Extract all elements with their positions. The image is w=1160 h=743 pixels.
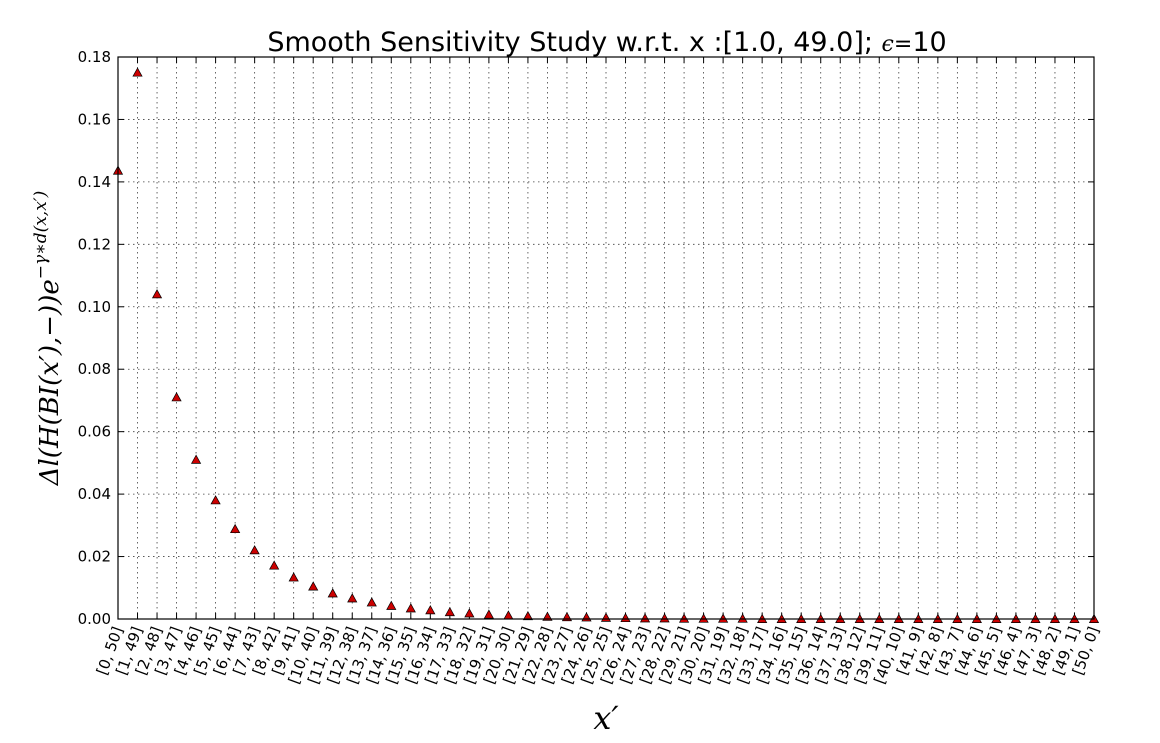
y-tick-label: 0.08 — [78, 360, 111, 378]
data-point — [308, 581, 319, 591]
data-point — [405, 603, 416, 613]
data-point — [678, 613, 690, 623]
data-point — [600, 612, 612, 622]
data-point — [698, 613, 709, 623]
y-axis-ticks: 0.00 0.02 0.04 0.06 0.08 0.10 0.12 0.14 0.16 0.18 — [78, 48, 1094, 628]
y-tick-label: 0.18 — [78, 48, 111, 66]
y-tick-label: 0.06 — [78, 423, 111, 441]
data-point — [230, 523, 241, 534]
data-point — [503, 610, 514, 620]
plot-frame — [117, 56, 1095, 620]
data-point — [366, 597, 377, 607]
y-axis-label: Δl(H(BI(x′),−))e−γ∗d(x,x′) — [31, 191, 65, 487]
data-point — [639, 613, 651, 623]
data-point — [386, 600, 397, 610]
data-point — [464, 608, 475, 618]
y-tick-label: 0.10 — [78, 298, 111, 316]
data-point — [210, 495, 221, 505]
data-point — [581, 612, 592, 622]
data-point — [737, 613, 748, 623]
x-axis-label: x′ — [593, 699, 619, 737]
data-point — [659, 613, 670, 623]
data-point — [288, 572, 299, 582]
data-point — [542, 611, 553, 621]
data-point — [425, 605, 436, 615]
y-tick-label: 0.14 — [78, 173, 111, 191]
chart-title: Smooth Sensitivity Study w.r.t. x :[1.0,… — [267, 27, 946, 58]
data-point — [620, 612, 631, 623]
y-tick-label: 0.02 — [78, 548, 111, 566]
data-point — [522, 610, 534, 621]
y-tick-label: 0.16 — [78, 110, 111, 128]
x-axis-ticks: [0, 50][1, 49][2, 48][3, 47][4, 46][5, 4… — [93, 57, 1103, 686]
y-tick-label: 0.00 — [78, 610, 111, 628]
y-tick-label: 0.04 — [78, 485, 111, 503]
data-point — [444, 606, 455, 617]
data-points — [112, 67, 1100, 623]
data-point — [327, 588, 338, 598]
grid — [118, 57, 1094, 619]
data-point — [190, 454, 202, 464]
data-point — [347, 593, 358, 603]
data-point — [718, 613, 729, 623]
data-point — [171, 392, 182, 402]
data-point — [483, 609, 494, 619]
data-point — [151, 289, 163, 299]
y-tick-label: 0.12 — [78, 235, 111, 253]
data-point — [269, 560, 280, 570]
data-point — [249, 545, 260, 555]
data-point — [132, 67, 143, 77]
